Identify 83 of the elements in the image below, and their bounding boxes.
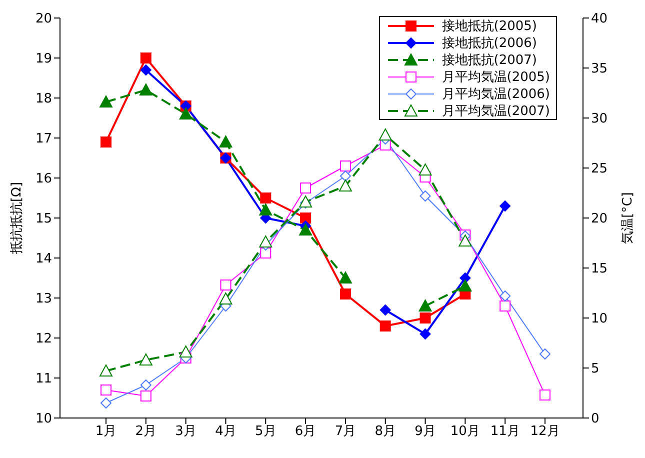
point (500, 300, 511, 312)
y-tick-label: 10 (35, 412, 52, 427)
point (260, 192, 272, 204)
x-tick-label: 9月 (414, 424, 436, 440)
point (220, 280, 232, 290)
y-axis-title: 抵抗抵抗[Ω] (10, 182, 25, 256)
point (100, 96, 112, 108)
legend-label: 月平均気温(2007) (442, 102, 550, 120)
point (340, 288, 351, 300)
y-tick-label: 15 (35, 212, 52, 227)
legend-label: 接地抵抗(2006) (442, 34, 537, 52)
y2-tick-label: 0 (591, 412, 600, 427)
x-tick-label: 12月 (530, 424, 560, 440)
point (259, 236, 272, 248)
point (540, 390, 550, 400)
point (140, 380, 152, 390)
y-tick-label: 18 (35, 92, 52, 107)
legend-label: 接地抵抗(2007) (442, 52, 537, 68)
point (540, 348, 550, 360)
point (260, 248, 272, 258)
x-tick-label: 10月 (450, 424, 480, 440)
x-tick-label: 2月 (135, 424, 157, 440)
point (338, 272, 352, 284)
y-tick-label: 20 (35, 12, 52, 27)
point (418, 164, 432, 176)
point (140, 390, 152, 402)
x-tick-label: 1月 (95, 424, 117, 440)
point (420, 312, 431, 324)
point (100, 398, 112, 408)
x-tick-label: 4月 (215, 424, 236, 440)
point (300, 212, 312, 224)
y2-tick-label: 15 (591, 262, 608, 277)
y-tick-label: 16 (35, 172, 52, 187)
point (140, 52, 152, 64)
y-tick-label: 19 (35, 52, 52, 67)
point (139, 354, 152, 366)
point (458, 280, 472, 292)
point (418, 300, 432, 312)
y2-tick-label: 25 (591, 162, 608, 177)
point (378, 128, 392, 140)
point (219, 292, 232, 304)
y2-tick-label: 35 (591, 62, 608, 77)
x-tick-label: 3月 (175, 424, 196, 440)
legend-label: 接地抵抗(2005) (442, 18, 537, 34)
point (219, 136, 232, 148)
y2-tick-label: 20 (591, 212, 608, 227)
point (300, 182, 312, 194)
point (340, 160, 351, 172)
y-tick-label: 11 (35, 372, 52, 387)
y-tick-label: 14 (35, 252, 52, 267)
legend-label: 月平均気温(2006) (442, 86, 550, 102)
y2-tick-label: 5 (591, 362, 600, 377)
point (259, 204, 272, 216)
point (340, 170, 351, 182)
x-tick-label: 8月 (374, 424, 396, 440)
point (139, 84, 152, 96)
point (338, 180, 352, 192)
point (500, 290, 511, 302)
point (420, 328, 431, 340)
point (299, 224, 312, 236)
point (500, 200, 511, 212)
y2-tick-label: 40 (591, 12, 608, 27)
point (380, 304, 391, 316)
x-tick-label: 6月 (294, 424, 316, 440)
y2-axis-title: 気温[°C] (620, 192, 636, 244)
point (100, 384, 112, 396)
point (458, 234, 472, 246)
point (100, 364, 112, 376)
y-tick-label: 17 (35, 132, 52, 147)
y-tick-label: 12 (35, 332, 52, 347)
x-tick-label: 7月 (334, 424, 356, 440)
point (179, 108, 192, 120)
point (380, 320, 391, 332)
point (100, 136, 112, 148)
point (420, 190, 431, 202)
point (140, 64, 152, 76)
y-tick-label: 13 (35, 292, 52, 307)
x-tick-label: 11月 (490, 424, 520, 440)
legend-label: 月平均気温(2005) (442, 68, 550, 86)
point (179, 346, 192, 358)
x-tick-label: 5月 (254, 424, 276, 440)
y2-tick-label: 30 (591, 112, 608, 127)
y2-tick-label: 10 (591, 312, 608, 327)
